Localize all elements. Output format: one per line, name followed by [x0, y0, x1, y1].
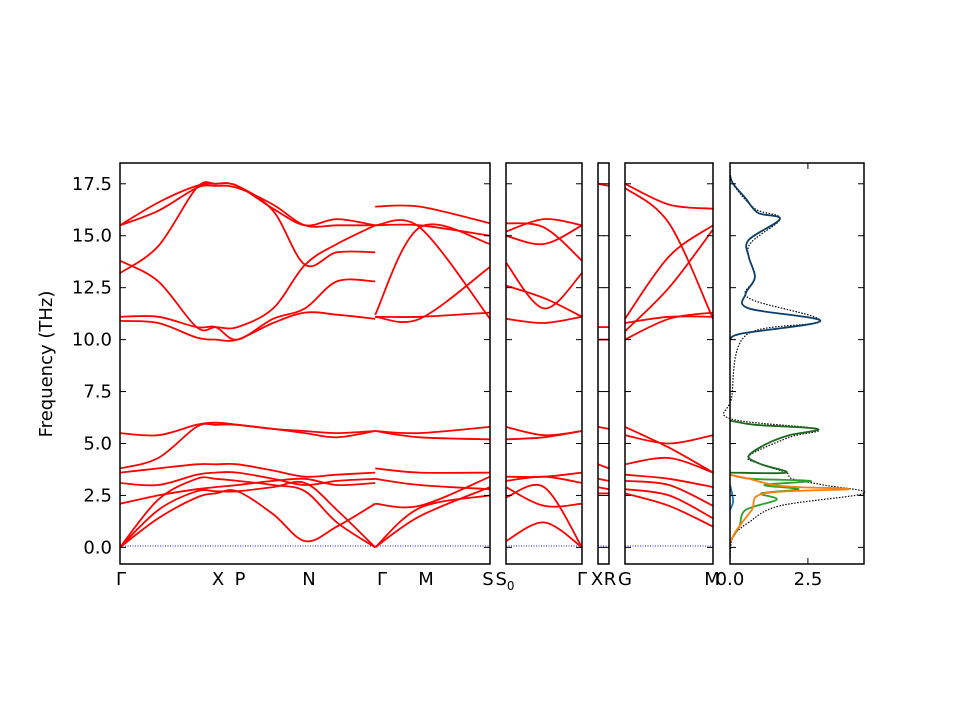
xtick-x-2: X: [591, 569, 603, 590]
xtick-gamma-1: Γ: [116, 569, 126, 590]
xtick-m-2: M: [704, 569, 720, 590]
panel-1-band-right-4: [375, 477, 491, 491]
xtick-s: S: [482, 569, 493, 590]
xtick-x-1: X: [212, 569, 224, 590]
panel-1-band-11: [119, 224, 376, 332]
panel-3-band-2: [597, 486, 610, 491]
panel-1-band-right-9: [375, 266, 491, 323]
xtick-gamma-3: Γ: [577, 569, 587, 590]
xtick-r: R: [604, 569, 617, 590]
panel-4-band-5: [624, 456, 714, 474]
panel-4-band-3: [624, 480, 714, 507]
ytick-label-4: 10.0: [72, 330, 112, 351]
x-tick-labels: Γ X P N Γ M S S0 Γ X R G M 0.0 2.5: [116, 569, 822, 593]
dos-curve-orange: [729, 473, 850, 544]
panel-1-band-13: [119, 182, 376, 227]
panel-1-band-right-2: [374, 494, 491, 549]
xtick-m-1: M: [418, 569, 434, 590]
dos-curve-dark_green: [729, 419, 819, 475]
panel-1-band-right-10: [374, 223, 491, 316]
panel-1-band-right-6: [375, 426, 491, 435]
ytick-label-6: 15.0: [72, 226, 112, 247]
dos-curve-dark_blue: [729, 175, 822, 341]
panel-4-band-13: [624, 224, 714, 320]
panel-4-band-11: [624, 187, 714, 320]
panel-1-band-14: [119, 184, 376, 228]
panel-1-band-right-12: [375, 223, 491, 237]
panel-1-band-8: [119, 422, 376, 470]
ytick-label-0: 0.0: [83, 537, 112, 558]
panel-2-band-11: [505, 224, 583, 246]
panel-3-band-3: [597, 477, 610, 482]
panel-2-band-13: [505, 222, 583, 262]
panel-1-band-12: [119, 181, 376, 274]
xtick-s0: S0: [495, 569, 514, 593]
y-axis-ticks: 0.0 2.5 5.0 7.5 10.0 12.5 15.0 17.5: [72, 163, 864, 564]
panel-3-frame: [597, 162, 610, 565]
panel-4-band-6: [624, 426, 714, 474]
panel-4-band-8: [624, 311, 714, 341]
panel-2-band-1: [505, 521, 583, 549]
ytick-label-2: 5.0: [83, 433, 112, 454]
panel-2-band-5: [505, 471, 583, 478]
xtick-s0-sub: 0: [507, 579, 515, 593]
panel-2-band-6: [505, 426, 583, 437]
panel-1-band-7: [119, 421, 376, 439]
panel-1-band-5: [119, 471, 376, 487]
panel-1-band-right-1: [374, 486, 491, 549]
panel-2-band-9: [505, 284, 583, 318]
dos-curve-total: [722, 165, 866, 558]
panel-1-band-right-3: [375, 475, 491, 509]
panel-1-frame: [119, 162, 491, 565]
ytick-label-3: 7.5: [83, 382, 112, 403]
xtick-n: N: [302, 569, 315, 590]
panel-1-band-right-5: [375, 467, 491, 474]
panel-1-band-3: [119, 476, 376, 549]
panel-4-frame: [624, 162, 714, 565]
panel-1-band-6: [119, 462, 376, 478]
panel-2-band-12: [505, 218, 583, 233]
panel-2-band-10: [505, 262, 583, 310]
dos-xtick-0: 0.0: [716, 569, 745, 590]
panel-4-band-2: [624, 488, 714, 520]
panel-4-band-4: [624, 473, 714, 488]
dos-xtick-2-5: 2.5: [794, 569, 823, 590]
xtick-g: G: [618, 569, 632, 590]
panel-1-band-4: [119, 477, 376, 505]
panel-3-band-4: [597, 463, 610, 470]
ytick-label-7: 17.5: [72, 174, 112, 195]
xtick-s0-base: S: [495, 569, 506, 590]
panel-2-band-3: [505, 486, 583, 508]
panel-2-band-7: [505, 430, 583, 441]
panel-1-band-10: [119, 278, 376, 341]
panel-1-band-right-11: [375, 219, 491, 320]
ytick-label-5: 12.5: [72, 278, 112, 299]
panel-1-band-2: [119, 480, 376, 549]
panel-3-band-5: [597, 426, 610, 430]
y-axis-label: Frequency (THz): [36, 291, 57, 438]
panel-1-band-right-8: [375, 311, 491, 318]
panel-2-band-8: [505, 315, 583, 324]
panel-4-band-7: [624, 434, 714, 445]
xtick-p: P: [235, 569, 246, 590]
panel-4-band-1: [624, 492, 714, 528]
dos-curves: [722, 165, 866, 558]
panel-4-band-10: [624, 315, 714, 324]
panel-2-frame: [505, 162, 583, 565]
dos-panel-frame: [729, 162, 865, 565]
band-lines: [119, 181, 714, 549]
panel-1-band-right-7: [375, 430, 491, 441]
panel-4-band-12: [624, 182, 714, 210]
panel-1-band-right-13: [375, 204, 491, 225]
xtick-gamma-2: Γ: [377, 569, 387, 590]
ytick-label-1: 2.5: [83, 485, 112, 506]
